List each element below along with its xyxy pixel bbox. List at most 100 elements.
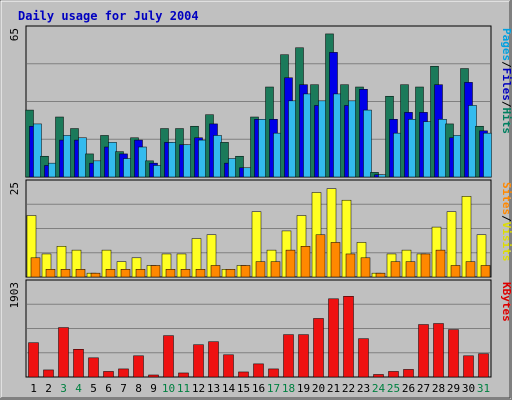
x-tick-label: 30 — [462, 382, 475, 395]
bar-sites-day-8 — [135, 269, 146, 278]
x-tick-label: 1 — [30, 382, 37, 395]
bar-kbytes-day-22 — [343, 296, 354, 378]
panel-middle: 25 Sites/Visits — [8, 179, 512, 278]
bar-kbytes-day-16 — [253, 363, 264, 378]
bar-sites-day-11 — [180, 269, 191, 278]
bar-sites-day-4 — [75, 269, 86, 278]
chart-title: Daily usage for July 2004 — [18, 9, 199, 23]
legend-item: Pages — [500, 28, 512, 61]
bar-sites-day-13 — [210, 265, 221, 278]
bar-sites-day-20 — [315, 234, 326, 278]
x-tick-label: 3 — [60, 382, 67, 395]
bar-kbytes-day-3 — [58, 327, 69, 378]
bar-sites-day-5 — [90, 272, 101, 278]
legend-item: Files — [500, 68, 512, 101]
legend-item: / — [500, 61, 512, 68]
bar-kbytes-day-13 — [208, 341, 219, 378]
bar-kbytes-day-21 — [328, 298, 339, 378]
x-tick-label: 19 — [297, 382, 310, 395]
bar-kbytes-day-4 — [73, 349, 84, 378]
bar-sites-day-21 — [330, 242, 341, 278]
x-tick-label: 8 — [135, 382, 142, 395]
bar-kbytes-day-6 — [103, 371, 114, 378]
bar-kbytes-day-25 — [388, 371, 399, 378]
x-tick-label: 31 — [477, 382, 490, 395]
x-tick-label: 23 — [357, 382, 370, 395]
legend-item: / — [500, 215, 512, 222]
bar-sites-day-27 — [420, 253, 431, 278]
bar-sites-day-29 — [450, 265, 461, 278]
x-tick-label: 15 — [237, 382, 250, 395]
x-tick-label: 27 — [417, 382, 430, 395]
bar-kbytes-day-26 — [403, 369, 414, 378]
bar-sites-day-15 — [240, 265, 251, 278]
bar-sites-day-3 — [60, 269, 71, 278]
bar-sites-day-16 — [255, 261, 266, 278]
x-tick-label: 24 — [372, 382, 386, 395]
bar-sites-day-19 — [300, 246, 311, 278]
bar-pages-day-23 — [363, 109, 372, 178]
x-tick-label: 7 — [120, 382, 127, 395]
x-tick-label: 25 — [387, 382, 400, 395]
x-tick-label: 22 — [342, 382, 355, 395]
x-tick-label: 18 — [282, 382, 295, 395]
x-tick-label: 17 — [267, 382, 280, 395]
bar-sites-day-25 — [390, 261, 401, 278]
bar-sites-day-23 — [360, 257, 371, 278]
x-tick-label: 28 — [432, 382, 445, 395]
x-tick-label: 2 — [45, 382, 52, 395]
bar-kbytes-day-27 — [418, 324, 429, 378]
bar-pages-day-1 — [33, 123, 42, 178]
bar-sites-day-24 — [375, 272, 386, 278]
bar-sites-day-2 — [45, 269, 56, 278]
x-tick-label: 26 — [402, 382, 415, 395]
bar-kbytes-day-24 — [373, 374, 384, 378]
bar-sites-day-17 — [270, 261, 281, 278]
bar-pages-day-31 — [483, 132, 492, 178]
legend-item: / — [500, 101, 512, 108]
bar-kbytes-day-28 — [433, 323, 444, 378]
legend-item: Hits — [500, 108, 512, 135]
bar-kbytes-day-20 — [313, 318, 324, 378]
x-tick-label: 10 — [162, 382, 175, 395]
x-tick-label: 6 — [105, 382, 112, 395]
bar-sites-day-30 — [465, 261, 476, 278]
bar-kbytes-day-15 — [238, 371, 249, 378]
bar-kbytes-day-31 — [478, 353, 489, 378]
bar-kbytes-day-8 — [133, 355, 144, 378]
bar-kbytes-day-1 — [28, 342, 39, 378]
panel-top: 65 Pages/Files/Hits — [8, 25, 512, 178]
bar-sites-day-1 — [30, 257, 41, 278]
legend-item: KBytes — [500, 282, 512, 322]
bar-kbytes-day-12 — [193, 344, 204, 378]
legend-item: Visits — [500, 222, 512, 262]
bar-sites-day-12 — [195, 269, 206, 278]
bar-sites-day-14 — [225, 269, 236, 278]
series-legend: KBytes — [500, 282, 512, 322]
bar-sites-day-22 — [345, 253, 356, 278]
bar-kbytes-day-7 — [118, 368, 129, 378]
x-tick-label: 20 — [312, 382, 325, 395]
x-tick-label: 14 — [222, 382, 236, 395]
bar-kbytes-day-18 — [283, 334, 294, 378]
x-tick-label: 4 — [75, 382, 82, 395]
bar-kbytes-day-9 — [148, 374, 159, 378]
bar-kbytes-day-30 — [463, 355, 474, 378]
y-max-label: 25 — [8, 182, 21, 195]
bar-kbytes-day-29 — [448, 329, 459, 378]
bar-sites-day-26 — [405, 261, 416, 278]
x-tick-label: 21 — [327, 382, 340, 395]
bar-sites-day-31 — [480, 265, 491, 278]
bar-kbytes-day-17 — [268, 368, 279, 378]
bar-sites-day-10 — [165, 269, 176, 278]
bar-sites-day-7 — [120, 269, 131, 278]
x-tick-label: 16 — [252, 382, 265, 395]
x-tick-label: 5 — [90, 382, 97, 395]
y-max-label: 1903 — [8, 282, 21, 309]
bar-kbytes-day-19 — [298, 334, 309, 378]
bar-sites-day-6 — [105, 269, 116, 278]
x-tick-label: 9 — [150, 382, 157, 395]
bar-sites-day-9 — [150, 265, 161, 278]
x-tick-label: 11 — [177, 382, 190, 395]
